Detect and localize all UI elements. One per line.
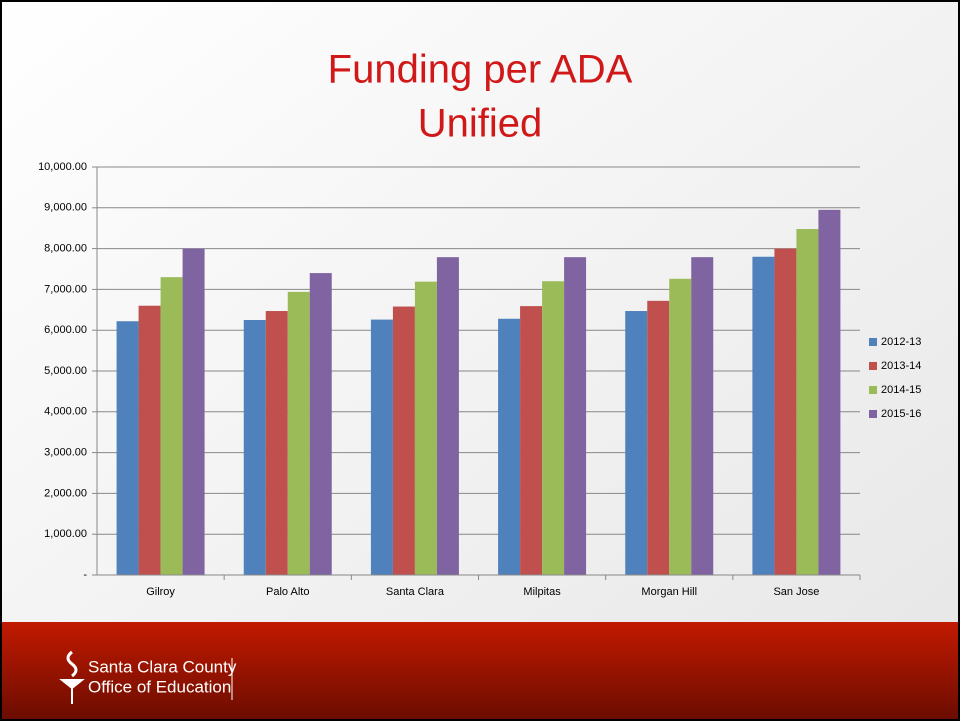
x-tick-label: Milpitas [523,586,561,598]
x-tick-label: Gilroy [146,586,175,598]
footer-line: Santa Clara County [88,657,237,676]
y-tick-label: 3,000.00 [44,447,87,459]
chart-subtitle: Unified [418,102,543,146]
bar [265,311,288,575]
bar [436,257,459,575]
y-tick-label: - [83,569,87,581]
bar [498,318,521,575]
bar [116,321,139,575]
y-tick-label: 10,000.00 [38,161,87,173]
bar [774,248,797,575]
bar [669,278,692,575]
chart-title: Funding per ADA [328,48,633,92]
legend-swatch [869,338,877,346]
legend-swatch [869,362,877,370]
y-tick-label: 2,000.00 [44,487,87,499]
bar [691,257,714,575]
bar [182,248,205,575]
logo [59,650,233,704]
bar [752,256,775,575]
y-tick-label: 8,000.00 [44,243,87,255]
x-tick-label: Santa Clara [386,586,445,598]
bar [564,257,587,575]
bar [520,306,543,575]
y-tick-label: 9,000.00 [44,202,87,214]
legend-label: 2015-16 [881,408,921,420]
bar [309,273,332,575]
legend-swatch [869,386,877,394]
legend-label: 2013-14 [881,360,921,372]
x-tick-label: Morgan Hill [641,586,697,598]
bar [243,320,266,575]
x-tick-label: San Jose [773,586,819,598]
bar [160,277,183,575]
footer-line: Office of Education [88,677,231,696]
bar [414,281,437,575]
y-tick-label: 7,000.00 [44,283,87,295]
bar [625,311,648,575]
bar [370,319,393,575]
footer-band [0,622,960,721]
bar [287,291,310,575]
bar [647,300,670,575]
y-tick-label: 4,000.00 [44,406,87,418]
y-tick-label: 1,000.00 [44,528,87,540]
bar [796,229,819,576]
y-tick-label: 6,000.00 [44,324,87,336]
legend-label: 2012-13 [881,336,921,348]
bar [392,306,415,575]
legend-swatch [869,410,877,418]
bar [542,281,565,575]
bar [818,209,841,575]
x-tick-label: Palo Alto [266,586,309,598]
y-tick-label: 5,000.00 [44,365,87,377]
bar [138,305,161,575]
legend-label: 2014-15 [881,384,921,396]
